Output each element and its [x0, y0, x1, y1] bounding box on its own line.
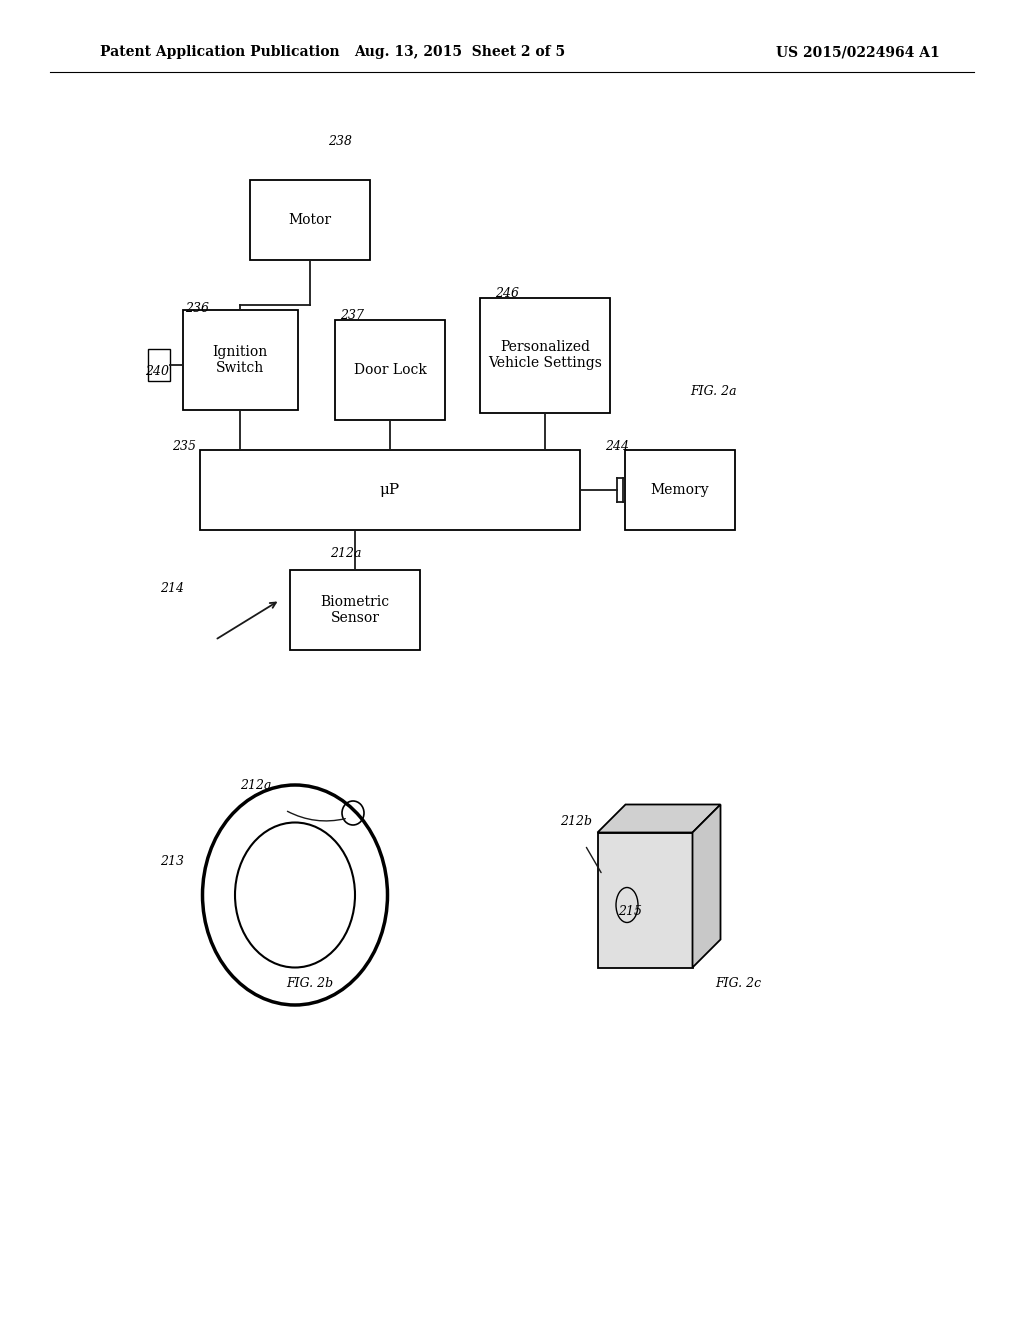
- Text: 235: 235: [172, 440, 196, 453]
- Bar: [597, 833, 692, 968]
- Text: 236: 236: [185, 302, 209, 315]
- Bar: [147, 348, 170, 381]
- Text: 215: 215: [618, 906, 642, 917]
- Polygon shape: [597, 804, 721, 833]
- Bar: [335, 319, 445, 420]
- Text: Memory: Memory: [650, 483, 710, 498]
- Text: 238: 238: [328, 135, 352, 148]
- Text: Patent Application Publication: Patent Application Publication: [100, 45, 340, 59]
- Text: 213: 213: [160, 855, 184, 869]
- Text: 237: 237: [340, 309, 364, 322]
- Text: Door Lock: Door Lock: [353, 363, 426, 378]
- Bar: [250, 180, 370, 260]
- Text: 240: 240: [145, 366, 169, 378]
- Bar: [625, 450, 735, 531]
- Text: 212a: 212a: [240, 779, 271, 792]
- Bar: [200, 450, 580, 531]
- Text: 246: 246: [495, 286, 519, 300]
- Bar: [182, 310, 298, 411]
- Text: Motor: Motor: [289, 213, 332, 227]
- Text: Ignition
Switch: Ignition Switch: [212, 345, 267, 375]
- Text: Aug. 13, 2015  Sheet 2 of 5: Aug. 13, 2015 Sheet 2 of 5: [354, 45, 565, 59]
- Text: FIG. 2c: FIG. 2c: [715, 977, 761, 990]
- Bar: [480, 297, 610, 412]
- Text: 244: 244: [605, 440, 629, 453]
- Text: FIG. 2a: FIG. 2a: [690, 385, 736, 399]
- Text: 212b: 212b: [560, 814, 592, 828]
- Polygon shape: [692, 804, 721, 968]
- Text: 214: 214: [160, 582, 184, 595]
- Text: US 2015/0224964 A1: US 2015/0224964 A1: [776, 45, 940, 59]
- Text: μP: μP: [380, 483, 400, 498]
- Bar: [290, 570, 420, 649]
- Text: Biometric
Sensor: Biometric Sensor: [321, 595, 389, 626]
- Text: 212a: 212a: [330, 546, 361, 560]
- Text: FIG. 2b: FIG. 2b: [287, 977, 334, 990]
- Text: Personalized
Vehicle Settings: Personalized Vehicle Settings: [488, 339, 602, 370]
